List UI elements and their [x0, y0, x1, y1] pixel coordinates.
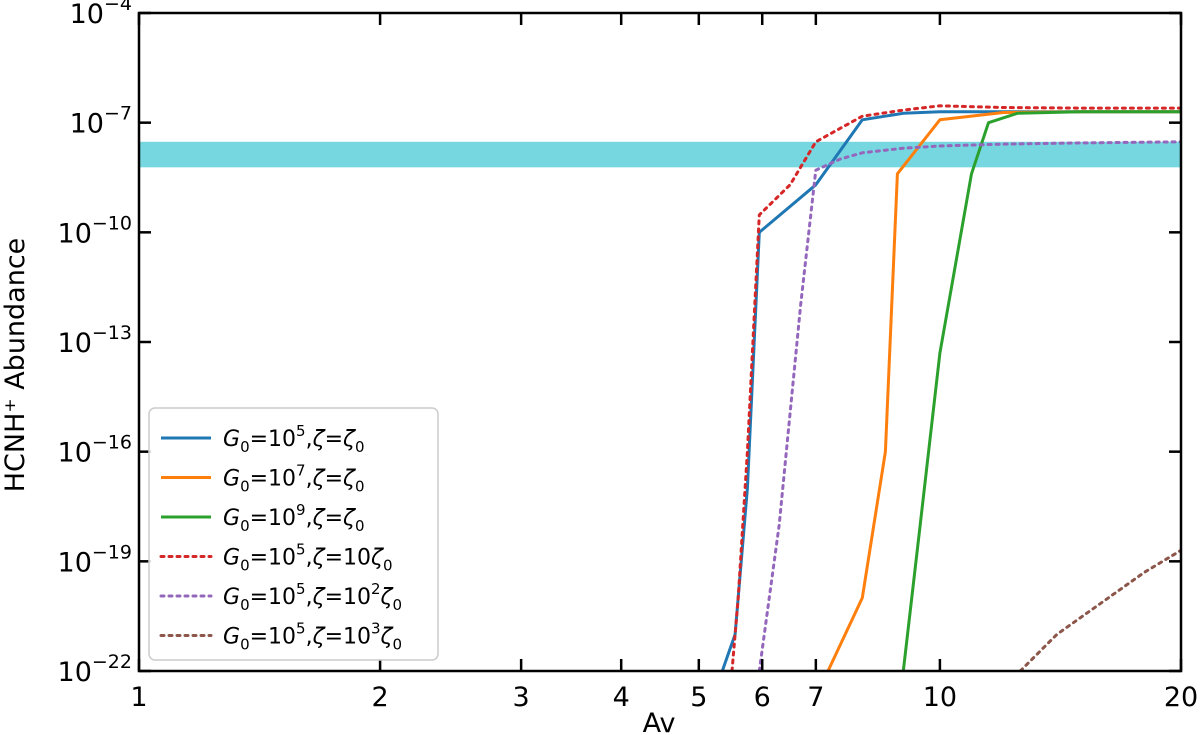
y-tick-label: 10−19	[58, 541, 132, 578]
y-tick-label: 10−16	[58, 432, 132, 469]
x-tick-label: 1	[130, 682, 147, 713]
series-line-6	[1018, 548, 1181, 671]
y-tick-label: 10−13	[58, 322, 132, 359]
legend: G0=105,ζ=ζ0 G0=107,ζ=ζ0 G0=109,ζ=ζ0 G0=105,…	[148, 407, 439, 661]
y-tick-base: 10	[58, 218, 92, 249]
x-tick-label: 7	[807, 682, 824, 713]
x-tick-label: 4	[613, 682, 630, 713]
x-tick-label: 10	[923, 682, 957, 713]
series-layer	[720, 104, 1181, 671]
y-tick-base: 10	[58, 547, 92, 578]
axes-layer: 1 2 3 4 5 6 7 10 2010−2210−1910−1610−1310−1010−7…	[58, 0, 1199, 713]
x-tick-label: 3	[513, 682, 530, 713]
legend-box	[148, 407, 439, 661]
y-tick-base: 10	[58, 328, 92, 359]
y-tick-base: 10	[70, 0, 104, 30]
y-tick-exponent: −7	[104, 103, 132, 125]
y-tick-label: 10−10	[58, 212, 132, 249]
y-tick-base: 10	[70, 109, 104, 140]
y-tick-exponent: −10	[92, 212, 132, 234]
legend-label-6: G0=105,ζ=103ζ0	[223, 620, 402, 654]
legend-label-1: G0=105,ζ=ζ0	[223, 422, 365, 456]
y-tick-label: 10−4	[70, 0, 132, 30]
y-tick-label: 10−7	[70, 103, 132, 140]
x-tick-label: 20	[1164, 682, 1198, 713]
y-tick-exponent: −16	[92, 432, 132, 454]
y-tick-base: 10	[58, 438, 92, 469]
legend-label-3: G0=109,ζ=ζ0	[223, 501, 365, 535]
series-line-5	[757, 140, 1181, 671]
legend-label-4: G0=105,ζ=10ζ0	[223, 541, 393, 575]
x-tick-label: 6	[754, 682, 771, 713]
y-tick-exponent: −4	[104, 0, 132, 15]
legend-label-2: G0=107,ζ=ζ0	[223, 462, 365, 496]
observed-abundance-band-layer	[139, 141, 1181, 168]
y-tick-label: 10−22	[58, 651, 132, 688]
y-tick-base: 10	[58, 657, 92, 688]
series-line-4	[730, 104, 1181, 671]
series-line-2	[826, 110, 1181, 671]
x-axis-label: Av	[643, 708, 676, 735]
legend-label-5: G0=105,ζ=102ζ0	[223, 580, 402, 614]
y-tick-exponent: −13	[92, 322, 132, 344]
y-tick-exponent: −22	[92, 651, 132, 673]
observed-abundance-band	[139, 141, 1181, 168]
series-line-3	[901, 110, 1181, 671]
y-tick-exponent: −19	[92, 541, 132, 563]
x-tick-label: 5	[690, 682, 707, 713]
y-axis-label: HCNH⁺ Abundance	[0, 238, 31, 493]
x-tick-label: 2	[372, 682, 389, 713]
